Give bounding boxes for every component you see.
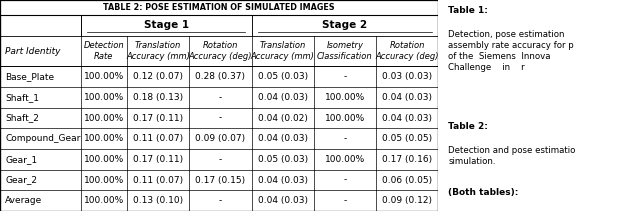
- Text: 0.11 (0.07): 0.11 (0.07): [133, 134, 183, 143]
- Text: -: -: [219, 155, 222, 164]
- Text: 0.04 (0.03): 0.04 (0.03): [382, 114, 432, 123]
- Text: Rotation
Accuracy (deg): Rotation Accuracy (deg): [189, 42, 252, 61]
- Text: -: -: [343, 196, 347, 205]
- Text: 100.00%: 100.00%: [325, 114, 365, 123]
- Text: (Both tables):: (Both tables):: [449, 188, 519, 197]
- Text: 0.09 (0.12): 0.09 (0.12): [382, 196, 432, 205]
- Text: 0.05 (0.03): 0.05 (0.03): [257, 72, 308, 81]
- Text: Translation
Accuracy (mm): Translation Accuracy (mm): [251, 42, 315, 61]
- Text: 0.17 (0.16): 0.17 (0.16): [382, 155, 432, 164]
- Text: Part Identity: Part Identity: [5, 47, 61, 56]
- Text: 0.04 (0.03): 0.04 (0.03): [258, 176, 308, 185]
- Text: 0.03 (0.03): 0.03 (0.03): [382, 72, 432, 81]
- Text: 0.04 (0.03): 0.04 (0.03): [258, 93, 308, 102]
- Text: Detection and pose estimatio
simulation.: Detection and pose estimatio simulation.: [449, 146, 576, 166]
- Text: 0.05 (0.05): 0.05 (0.05): [382, 134, 432, 143]
- Text: Detection
Rate: Detection Rate: [83, 42, 124, 61]
- Text: Base_Plate: Base_Plate: [5, 72, 54, 81]
- Text: Gear_2: Gear_2: [5, 176, 37, 185]
- Text: Stage 1: Stage 1: [143, 20, 189, 30]
- Text: Isometry
Classification: Isometry Classification: [317, 42, 372, 61]
- Text: 0.04 (0.02): 0.04 (0.02): [258, 114, 308, 123]
- Text: 100.00%: 100.00%: [325, 155, 365, 164]
- Text: 0.13 (0.10): 0.13 (0.10): [133, 196, 183, 205]
- Text: 100.00%: 100.00%: [84, 196, 124, 205]
- Text: 0.05 (0.03): 0.05 (0.03): [257, 155, 308, 164]
- Text: 100.00%: 100.00%: [84, 93, 124, 102]
- Text: 0.06 (0.05): 0.06 (0.05): [382, 176, 432, 185]
- Text: Shaft_2: Shaft_2: [5, 114, 39, 123]
- Text: 0.12 (0.07): 0.12 (0.07): [133, 72, 183, 81]
- Text: Rotation
Accuracy (deg): Rotation Accuracy (deg): [376, 42, 439, 61]
- Text: 0.11 (0.07): 0.11 (0.07): [133, 176, 183, 185]
- Text: -: -: [343, 176, 347, 185]
- Text: Average: Average: [5, 196, 42, 205]
- Text: Shaft_1: Shaft_1: [5, 93, 39, 102]
- Text: 100.00%: 100.00%: [84, 176, 124, 185]
- Text: Detection, pose estimation
assembly rate accuracy for p
of the  Siemens  Innova
: Detection, pose estimation assembly rate…: [449, 30, 574, 72]
- Text: 100.00%: 100.00%: [84, 134, 124, 143]
- Text: TABLE 2: POSE ESTIMATION OF SIMULATED IMAGES: TABLE 2: POSE ESTIMATION OF SIMULATED IM…: [104, 3, 335, 12]
- Text: 0.18 (0.13): 0.18 (0.13): [133, 93, 183, 102]
- Text: Stage 2: Stage 2: [323, 20, 367, 30]
- Text: 0.04 (0.03): 0.04 (0.03): [258, 196, 308, 205]
- Text: 0.28 (0.37): 0.28 (0.37): [195, 72, 245, 81]
- Text: -: -: [219, 114, 222, 123]
- Text: -: -: [343, 134, 347, 143]
- Text: 0.17 (0.15): 0.17 (0.15): [195, 176, 245, 185]
- Text: Table 1:: Table 1:: [449, 6, 488, 15]
- Text: Translation
Accuracy (mm): Translation Accuracy (mm): [126, 42, 190, 61]
- Text: 0.09 (0.07): 0.09 (0.07): [195, 134, 245, 143]
- Text: Compound_Gear: Compound_Gear: [5, 134, 81, 143]
- Text: -: -: [219, 196, 222, 205]
- Text: 0.04 (0.03): 0.04 (0.03): [382, 93, 432, 102]
- Text: -: -: [343, 72, 347, 81]
- Text: 0.17 (0.11): 0.17 (0.11): [133, 114, 183, 123]
- Text: 100.00%: 100.00%: [84, 72, 124, 81]
- Text: 100.00%: 100.00%: [84, 155, 124, 164]
- Text: 100.00%: 100.00%: [84, 114, 124, 123]
- Text: 0.04 (0.03): 0.04 (0.03): [258, 134, 308, 143]
- Text: Table 2:: Table 2:: [449, 122, 488, 131]
- Text: -: -: [219, 93, 222, 102]
- Text: 0.17 (0.11): 0.17 (0.11): [133, 155, 183, 164]
- Text: 100.00%: 100.00%: [325, 93, 365, 102]
- Text: Gear_1: Gear_1: [5, 155, 37, 164]
